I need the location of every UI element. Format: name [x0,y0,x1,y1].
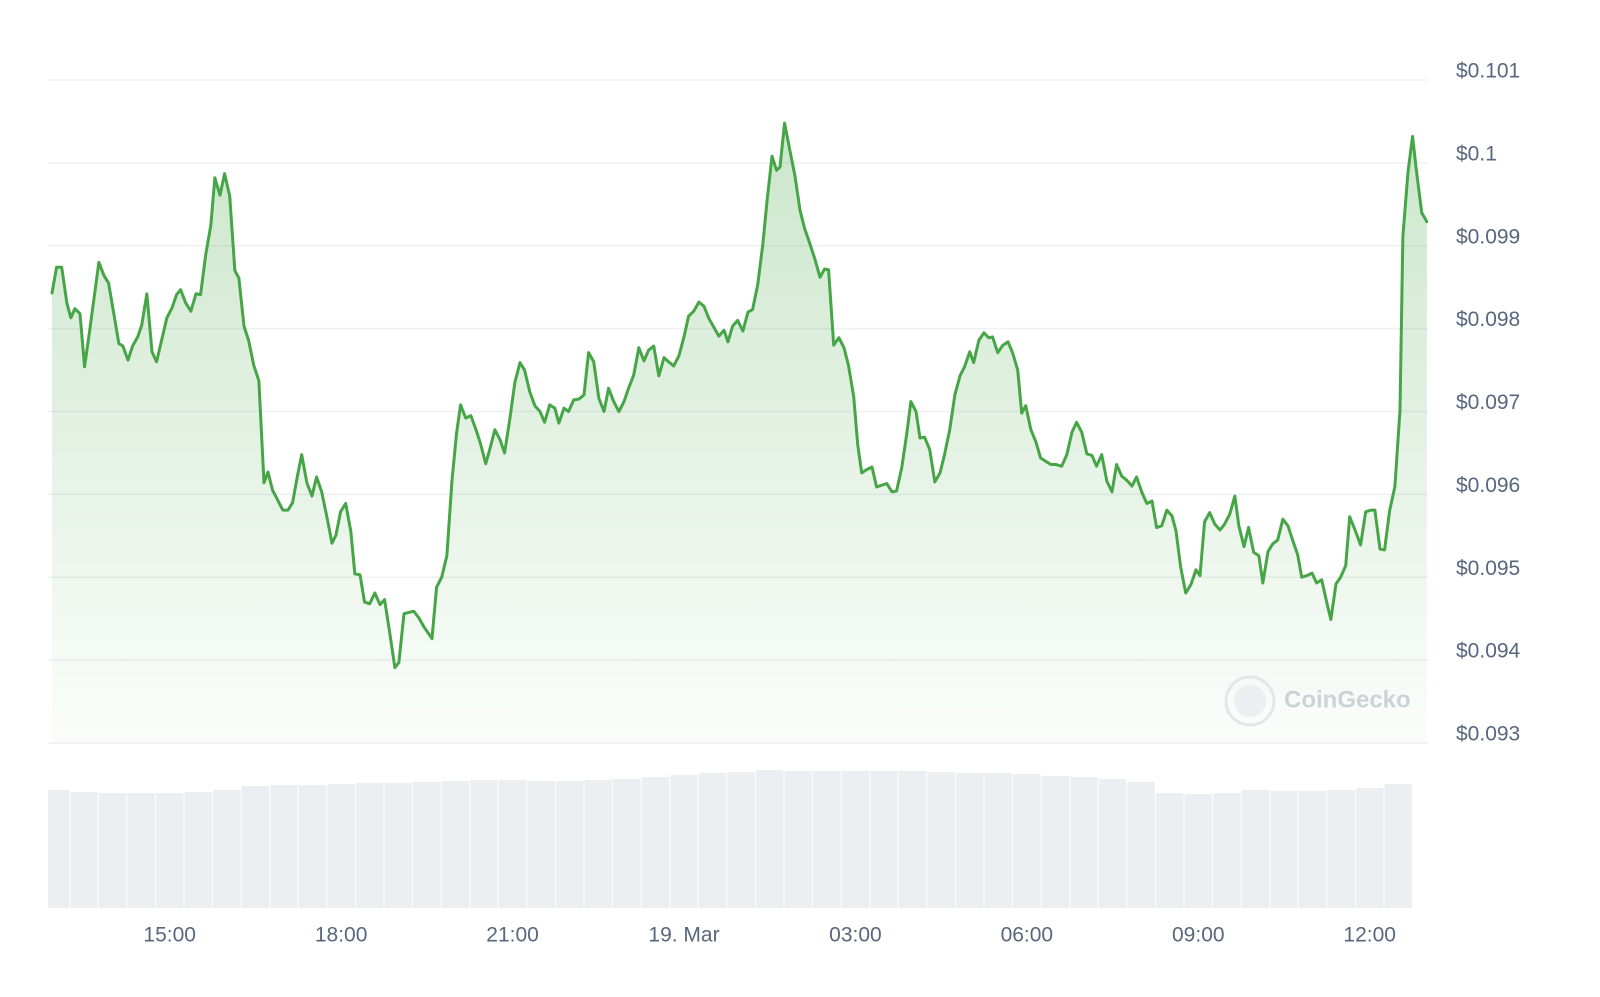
x-tick-label: 21:00 [486,924,539,947]
y-tick-label: $0.093 [1456,723,1520,746]
watermark-logo [1234,685,1266,717]
y-tick-label: $0.098 [1456,308,1520,331]
volume-bar [470,780,498,908]
volume-bar [48,790,70,908]
volume-bar [613,779,641,908]
volume-bar [298,785,327,908]
volume-bar [870,771,898,908]
volume-bar [98,793,127,908]
x-tick-label: 15:00 [143,924,196,947]
plot [50,121,1428,744]
volume-bar [1327,790,1355,908]
volume-bar [813,771,841,908]
x-tick-label: 03:00 [829,924,882,947]
volume-bar [698,773,727,908]
volume-bar [327,784,355,908]
volume-bar [527,781,555,908]
volume-bar [1213,793,1241,908]
volume-bar [1098,779,1127,908]
watermark-text: CoinGecko [1284,686,1411,713]
volume-bar [355,783,384,908]
volume-bars [48,770,1413,908]
volume-bar [384,783,413,908]
volume-bar [898,771,927,908]
x-tick-label: 09:00 [1172,924,1225,947]
price-area [52,123,1427,744]
x-tick-label: 19. Mar [648,924,719,947]
watermark: CoinGecko [1224,675,1411,727]
volume-bar [1155,793,1184,908]
volume-bar [241,786,270,908]
volume-bar [584,780,613,908]
volume-bar [784,771,813,908]
volume-bar [1270,791,1298,908]
volume-bar [70,792,98,908]
x-tick-label: 06:00 [1001,924,1054,947]
volume-bar [984,773,1013,908]
volume-bar [213,790,241,908]
volume-bar [555,781,584,908]
x-tick-label: 12:00 [1343,924,1396,947]
volume-bar [498,780,527,908]
volume-bar [1298,791,1327,908]
labels: $0.101 $0.1 $0.099 $0.098 $0.097 $0.096 $0.095… [143,60,1520,947]
volume-bar [927,772,955,908]
volume-bar [841,771,870,908]
volume-bar [1184,794,1213,908]
volume-bar [755,770,784,908]
volume-bar [1355,788,1384,908]
volume-bar [1041,776,1070,908]
volume-bar [1070,777,1098,908]
y-tick-label: $0.095 [1456,557,1520,580]
volume-bar [155,793,184,908]
volume-bar [127,793,155,908]
y-tick-label: $0.096 [1456,474,1520,497]
watermark-logo [1224,675,1276,727]
x-tick-label: 18:00 [315,924,368,947]
volume-bar [670,775,698,908]
volume-bar [1241,790,1270,908]
volume-bar [441,781,470,908]
volume-bar [1013,774,1041,908]
y-tick-label: $0.1 [1456,142,1497,165]
volume-bar [1127,782,1155,908]
y-tick-label: $0.101 [1456,60,1520,83]
volume-bar [727,772,755,908]
y-tick-label: $0.094 [1456,640,1521,663]
price-line [50,121,1428,670]
volume-bar [270,785,298,908]
volume-bar [413,782,441,908]
volume-bar [1384,784,1413,908]
volume-bar [184,792,213,908]
y-tick-label: $0.097 [1456,391,1520,414]
volume-bar [955,773,984,908]
y-tick-label: $0.099 [1456,225,1520,248]
volume-bar [641,777,670,908]
